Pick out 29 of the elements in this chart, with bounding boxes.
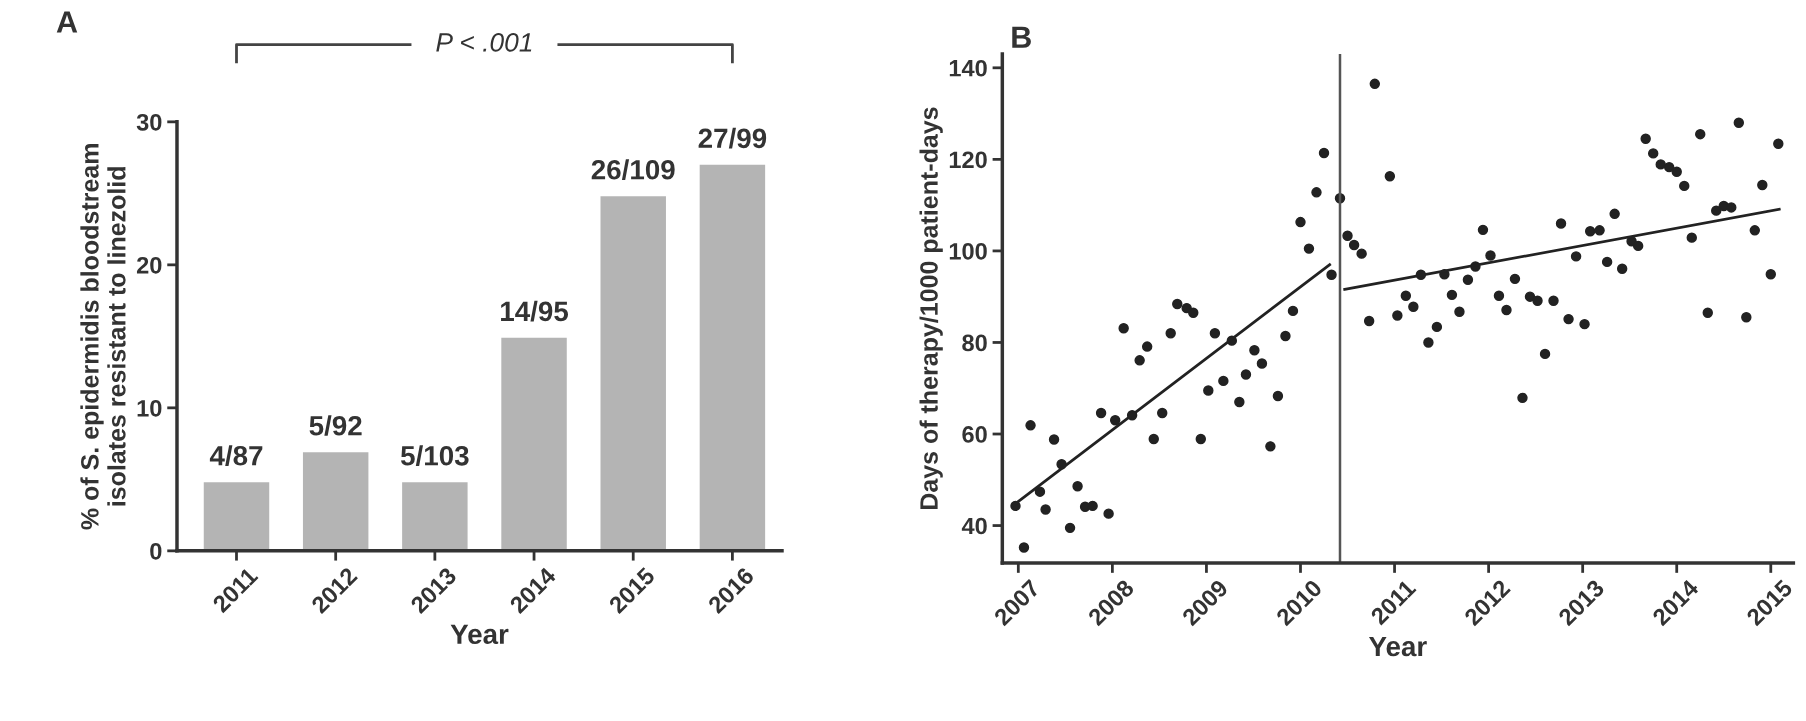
- y-tick-label: 140: [949, 59, 987, 77]
- y-axis-title: Days of therapy/1000 patient-days: [919, 107, 943, 510]
- text: B: [1012, 26, 1031, 48]
- bar: [699, 164, 766, 551]
- y-tick-label: 30: [136, 113, 162, 131]
- y-tick-label: 0: [150, 542, 162, 560]
- y-tick-label: 120: [949, 151, 987, 169]
- y-tick-label: 80: [962, 334, 987, 352]
- y-tick-label: 10: [137, 399, 162, 417]
- data-label: 26/109: [591, 159, 675, 180]
- bar: [600, 196, 666, 551]
- data-label: 4/87: [209, 445, 263, 466]
- data-label: 14/95: [501, 300, 569, 322]
- x-axis-title: Year: [1368, 636, 1427, 657]
- data-label: 27/99: [698, 127, 767, 149]
- bar: [402, 482, 468, 551]
- bar: [501, 337, 567, 551]
- data-label: 5/92: [309, 415, 362, 436]
- y-axis-title: % of S. epidermidis bloodstream isolates resistant to linezolid: [80, 144, 126, 530]
- text: P < .001: [436, 33, 532, 52]
- bar: [302, 452, 369, 551]
- bar: [203, 482, 270, 551]
- data-label: 5/103: [400, 445, 469, 466]
- y-tick-label: 40: [961, 517, 987, 535]
- y-tick-label: 100: [949, 242, 987, 260]
- y-tick-label: 60: [962, 426, 987, 443]
- x-axis-title: Year: [450, 624, 509, 645]
- y-tick-label: 20: [136, 256, 162, 274]
- text: A: [56, 11, 78, 33]
